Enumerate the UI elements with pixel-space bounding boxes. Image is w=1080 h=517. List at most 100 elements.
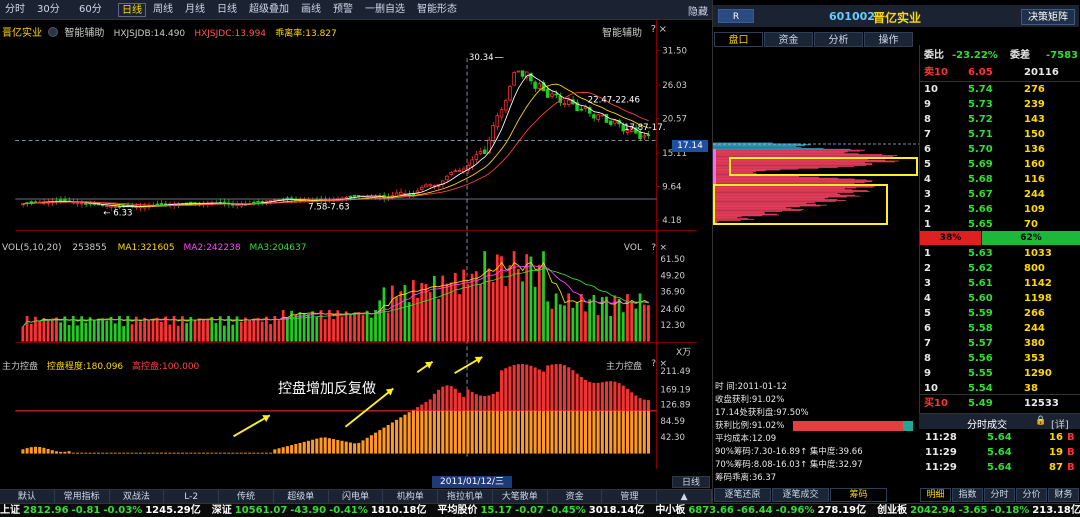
market-index[interactable]: 深证 10561.07 -43.90 -0.41% 1810.18亿 <box>212 504 430 517</box>
kline-chart-area[interactable]: 31.50 26.03 20.57 15.11 9.64 4.18 30.34 22.47-2… <box>0 20 712 489</box>
ctrl-help-icon[interactable]: ? <box>651 359 656 369</box>
indicator-tab-11[interactable]: 管理 <box>602 490 658 504</box>
candle-body <box>398 191 403 195</box>
detail-tab-3[interactable]: 分价 <box>1016 488 1047 502</box>
vol-close-icon[interactable]: × <box>659 243 667 253</box>
vol-bar <box>327 309 331 342</box>
sell10-label: 卖10 <box>924 67 948 78</box>
r-button[interactable]: R <box>718 9 754 23</box>
bid-level: 7 <box>924 338 931 349</box>
bid-row[interactable]: 6 5.58 244 <box>924 321 1080 336</box>
ask-row[interactable]: 6 5.70 136 <box>924 142 1080 157</box>
ask-volume: 143 <box>1024 114 1045 125</box>
toolbar-item-8[interactable]: 画线 <box>301 4 321 15</box>
quote-tab-1[interactable]: 资金 <box>764 32 813 47</box>
vol-bar <box>453 272 457 342</box>
ask-row[interactable]: 10 5.74 276 <box>924 82 1080 97</box>
market-index[interactable]: 平均股价 15.17 -0.07 -0.45% 3018.14亿 <box>437 504 647 517</box>
toolbar-item-7[interactable]: 超级叠加 <box>249 4 289 15</box>
toolbar-item-6[interactable]: 日线 <box>217 4 237 15</box>
indicator-tab-9[interactable]: 大笔散单 <box>493 490 548 504</box>
vol-help-icon[interactable]: ? <box>651 243 656 253</box>
bid-row[interactable]: 1 5.63 1033 <box>924 246 1080 261</box>
vol-bar <box>172 315 176 342</box>
bid-row[interactable]: 3 5.61 1142 <box>924 276 1080 291</box>
bid-row[interactable]: 5 5.59 266 <box>924 306 1080 321</box>
indicator-tab-5[interactable]: 超级单 <box>274 490 329 504</box>
quote-tab-2[interactable]: 分析 <box>814 32 863 47</box>
ctrl-bar-low <box>277 448 281 454</box>
indicator-tab-6[interactable]: 闪电单 <box>329 490 384 504</box>
bid-row[interactable]: 10 5.54 38 <box>924 381 1080 396</box>
market-index[interactable]: 中小板 6873.66 -66.44 -0.96% 278.19亿 <box>655 504 869 517</box>
toolbar-item-0[interactable]: 分时 <box>5 4 25 15</box>
bid-row[interactable]: 4 5.60 1198 <box>924 291 1080 306</box>
toolbar-item-11[interactable]: 智能形态 <box>417 4 457 15</box>
annotation-arrow-icon <box>344 387 394 428</box>
ask-row[interactable]: 5 5.69 160 <box>924 157 1080 172</box>
bid-row[interactable]: 8 5.56 353 <box>924 351 1080 366</box>
bid-row[interactable]: 9 5.55 1290 <box>924 366 1080 381</box>
ask-row[interactable]: 7 5.71 150 <box>924 127 1080 142</box>
toolbar-item-4[interactable]: 周线 <box>153 4 173 15</box>
indicator-tab-3[interactable]: L-2 <box>164 490 220 504</box>
indicator-tab-7[interactable]: 机构单 <box>383 490 439 504</box>
market-index[interactable]: 上证 2812.96 -0.81 -0.03% 1245.29亿 <box>0 504 204 517</box>
ctrl-close-icon[interactable]: × <box>659 359 667 369</box>
ask-price: 5.70 <box>968 144 993 155</box>
ctrl-bar-low <box>248 452 252 454</box>
trades-detail-link[interactable]: [详] <box>1051 420 1069 431</box>
toolbar-item-5[interactable]: 月线 <box>185 4 205 15</box>
ask-row[interactable]: 1 5.65 70 <box>924 217 1080 232</box>
ctrl-bar-low <box>172 452 176 454</box>
ask-row[interactable]: 2 5.66 109 <box>924 202 1080 217</box>
indicator-tab-1[interactable]: 常用指标 <box>55 490 110 504</box>
chip-tab-1[interactable]: 逐笔成交 <box>772 488 829 502</box>
lock-icon[interactable]: 🔒 <box>1035 416 1047 426</box>
main-chart-right-label[interactable]: 智能辅助 <box>602 28 642 39</box>
toolbar-item-2[interactable]: 60分 <box>79 4 102 15</box>
decision-matrix-button[interactable]: 决策矩阵 <box>1021 9 1075 25</box>
detail-tab-2[interactable]: 分时 <box>984 488 1015 502</box>
bid-row[interactable]: 7 5.57 380 <box>924 336 1080 351</box>
indicator-tab-0[interactable]: 默认 <box>0 490 55 504</box>
ctrl-bar-low <box>260 452 264 454</box>
chip-tab-0[interactable]: 逐笔还原 <box>714 488 771 502</box>
trades-header: 分时成交 🔒 [详] <box>919 413 1080 431</box>
ask-row[interactable]: 9 5.73 239 <box>924 97 1080 112</box>
indicator-tab-8[interactable]: 拖拉机单 <box>438 490 493 504</box>
sell10-row[interactable]: 卖10 6.05 20116 <box>924 65 1080 80</box>
index-value: 2812.96 <box>23 505 69 516</box>
indicator-name[interactable]: 智能辅助 <box>64 28 105 39</box>
buy10-row[interactable]: 买10 5.49 12533 <box>924 396 1080 411</box>
ask-price: 5.74 <box>968 84 993 95</box>
toolbar-item-1[interactable]: 30分 <box>37 4 60 15</box>
detail-tab-1[interactable]: 指数 <box>952 488 983 502</box>
ask-row[interactable]: 4 5.68 116 <box>924 172 1080 187</box>
detail-tab-4[interactable]: 财务 <box>1048 488 1079 502</box>
close-icon[interactable]: × <box>658 24 667 35</box>
hide-button[interactable]: 隐藏 <box>688 7 708 18</box>
bid-row[interactable]: 2 5.62 800 <box>924 261 1080 276</box>
ctrl-right-label[interactable]: 主力控盘 <box>605 362 642 372</box>
toolbar-item-9[interactable]: 预警 <box>333 4 353 15</box>
ask-row[interactable]: 3 5.67 244 <box>924 187 1080 202</box>
toolbar-item-3[interactable]: 日线 <box>118 3 146 17</box>
chip-tab-2[interactable]: 筹码 <box>830 488 887 502</box>
market-index[interactable]: 创业板 2042.94 -3.65 -0.18% 213.18亿 <box>877 504 1080 517</box>
help-icon[interactable]: ? <box>650 24 656 35</box>
ctrl-bar-low <box>470 410 474 454</box>
indicator-dropdown-icon[interactable] <box>48 27 59 37</box>
indicator-tab-10[interactable]: 资金 <box>548 490 603 504</box>
detail-tab-0[interactable]: 明细 <box>920 488 951 502</box>
vol-right-label[interactable]: VOL <box>623 243 642 253</box>
ask-row[interactable]: 8 5.72 143 <box>924 112 1080 127</box>
indicator-tab-12[interactable]: ▲ <box>657 490 712 504</box>
indicator-tab-2[interactable]: 双战法 <box>110 490 165 504</box>
ctrl-bar-low <box>155 452 159 454</box>
quote-tab-0[interactable]: 盘口 <box>714 32 763 47</box>
toolbar-item-10[interactable]: 一删自选 <box>365 4 405 15</box>
quote-tab-3[interactable]: 操作 <box>864 32 913 47</box>
vol-bar <box>353 312 356 342</box>
indicator-tab-4[interactable]: 传统 <box>219 490 274 504</box>
